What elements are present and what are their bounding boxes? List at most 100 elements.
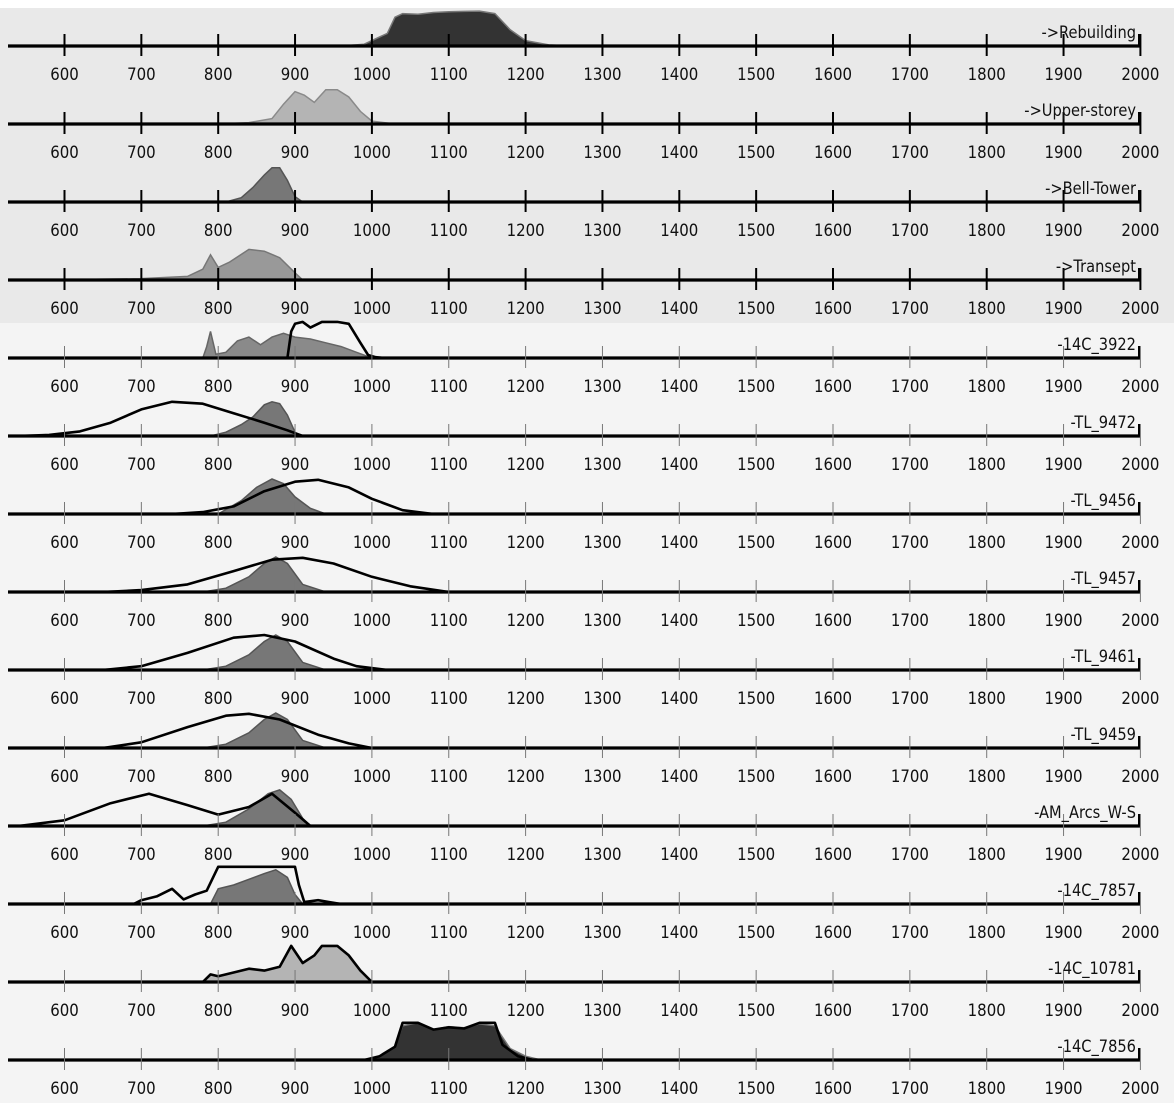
tick-label: 1600 <box>814 142 852 162</box>
tick-label: 900 <box>281 844 310 864</box>
tick-label: 700 <box>127 922 156 942</box>
tick-label: 1500 <box>737 688 775 708</box>
tick-label: 700 <box>127 532 156 552</box>
tick-label: 1600 <box>814 766 852 786</box>
tick-label: 1300 <box>583 1078 621 1098</box>
tick-label: 600 <box>50 142 79 162</box>
row-label: -TL_9459 <box>1071 724 1136 745</box>
tick-label: 1800 <box>968 766 1006 786</box>
likelihood-curve <box>18 792 312 828</box>
tick-label: 1800 <box>968 1000 1006 1020</box>
chart-row: 600 700 800 900 1000 1100 1200 1300 1400 1500 1600… <box>8 478 1159 552</box>
tick-label: 1600 <box>814 220 852 240</box>
tick-label: 1900 <box>1045 532 1083 552</box>
tick-label: 800 <box>204 376 233 396</box>
tick-label: 1400 <box>660 844 698 864</box>
tick-label: 1700 <box>891 844 929 864</box>
likelihood-curve <box>133 865 342 906</box>
tick-label: 1500 <box>737 532 775 552</box>
tick-label: 2000 <box>1121 454 1159 474</box>
tick-label: 1800 <box>968 610 1006 630</box>
tick-label: 800 <box>204 844 233 864</box>
tick-label: 1000 <box>353 610 391 630</box>
chart-row: 600 700 800 900 1000 1100 1200 1300 1400 1500 1600… <box>8 10 1159 84</box>
tick-label: 900 <box>281 220 310 240</box>
chart-row: 600 700 800 900 1000 1100 1200 1300 1400 1500 1600… <box>8 865 1159 942</box>
tick-label: 1500 <box>737 376 775 396</box>
chart-row: 600 700 800 900 1000 1100 1200 1300 1400 1500 1600… <box>8 633 1159 708</box>
tick-label: 1300 <box>583 142 621 162</box>
tick-label: 1900 <box>1045 766 1083 786</box>
tick-label: 700 <box>127 766 156 786</box>
tick-label: 1400 <box>660 142 698 162</box>
tick-label: 600 <box>50 298 79 318</box>
tick-label: 1600 <box>814 64 852 84</box>
tick-label: 700 <box>127 64 156 84</box>
row-label: ->Transept <box>1056 256 1136 276</box>
tick-label: 600 <box>50 922 79 942</box>
tick-label: 1000 <box>353 766 391 786</box>
tick-label: 1400 <box>660 454 698 474</box>
tick-label: 1800 <box>968 922 1006 942</box>
chart-row: 600 700 800 900 1000 1100 1200 1300 1400 1500 1600… <box>8 556 1159 630</box>
tick-label: 1800 <box>968 454 1006 474</box>
tick-label: 1600 <box>814 688 852 708</box>
tick-label: 1900 <box>1045 64 1083 84</box>
tick-label: 1700 <box>891 766 929 786</box>
tick-label: 1300 <box>583 64 621 84</box>
tick-label: 600 <box>50 688 79 708</box>
tick-label: 1200 <box>507 844 545 864</box>
tick-label: 1200 <box>507 610 545 630</box>
tick-label: 1800 <box>968 142 1006 162</box>
tick-label: 1300 <box>583 220 621 240</box>
likelihood-curve <box>201 944 373 983</box>
tick-label: 700 <box>127 688 156 708</box>
tick-label: 1300 <box>583 298 621 318</box>
derived-band-background <box>0 8 1174 323</box>
tick-label: 1800 <box>968 376 1006 396</box>
tick-label: 800 <box>204 298 233 318</box>
likelihood-curve <box>102 633 388 672</box>
tick-label: 1300 <box>583 376 621 396</box>
tick-label: 900 <box>281 1078 310 1098</box>
chart-row: 600 700 800 900 1000 1100 1200 1300 1400 1500 1600… <box>8 167 1159 240</box>
row-label: -14C_10781 <box>1048 958 1136 979</box>
tick-label: 1500 <box>737 922 775 942</box>
tick-label: 1000 <box>353 220 391 240</box>
tick-label: 1200 <box>507 1000 545 1020</box>
tick-label: 1200 <box>507 1078 545 1098</box>
likelihood-curve <box>363 1021 534 1062</box>
likelihood-curve <box>286 320 384 360</box>
tick-label: 700 <box>127 1000 156 1020</box>
tick-label: 1100 <box>430 532 468 552</box>
tick-label: 1100 <box>430 64 468 84</box>
tick-label: 1900 <box>1045 688 1083 708</box>
tick-label: 1300 <box>583 844 621 864</box>
tick-label: 1800 <box>968 1078 1006 1098</box>
tick-label: 1800 <box>968 688 1006 708</box>
tick-label: 1000 <box>353 142 391 162</box>
posterior-area <box>209 868 305 905</box>
tick-label: 1700 <box>891 532 929 552</box>
tick-label: 900 <box>281 298 310 318</box>
tick-label: 1600 <box>814 454 852 474</box>
row-label: ->Bell-Tower <box>1045 178 1136 198</box>
tick-label: 1100 <box>430 1000 468 1020</box>
tick-label: 1300 <box>583 532 621 552</box>
tick-label: 1700 <box>891 376 929 396</box>
tick-label: 1900 <box>1045 298 1083 318</box>
posterior-area <box>341 10 572 47</box>
tick-label: 1400 <box>660 688 698 708</box>
tick-label: 800 <box>204 1000 233 1020</box>
tick-label: 1300 <box>583 1000 621 1020</box>
tick-label: 2000 <box>1121 298 1159 318</box>
tick-label: 1400 <box>660 610 698 630</box>
likelihood-curve <box>18 400 304 438</box>
tick-label: 1600 <box>814 610 852 630</box>
tick-label: 2000 <box>1121 766 1159 786</box>
tick-label: 1700 <box>891 454 929 474</box>
tick-label: 1500 <box>737 298 775 318</box>
tick-label: 900 <box>281 142 310 162</box>
row-label: -14C_3922 <box>1057 334 1136 355</box>
